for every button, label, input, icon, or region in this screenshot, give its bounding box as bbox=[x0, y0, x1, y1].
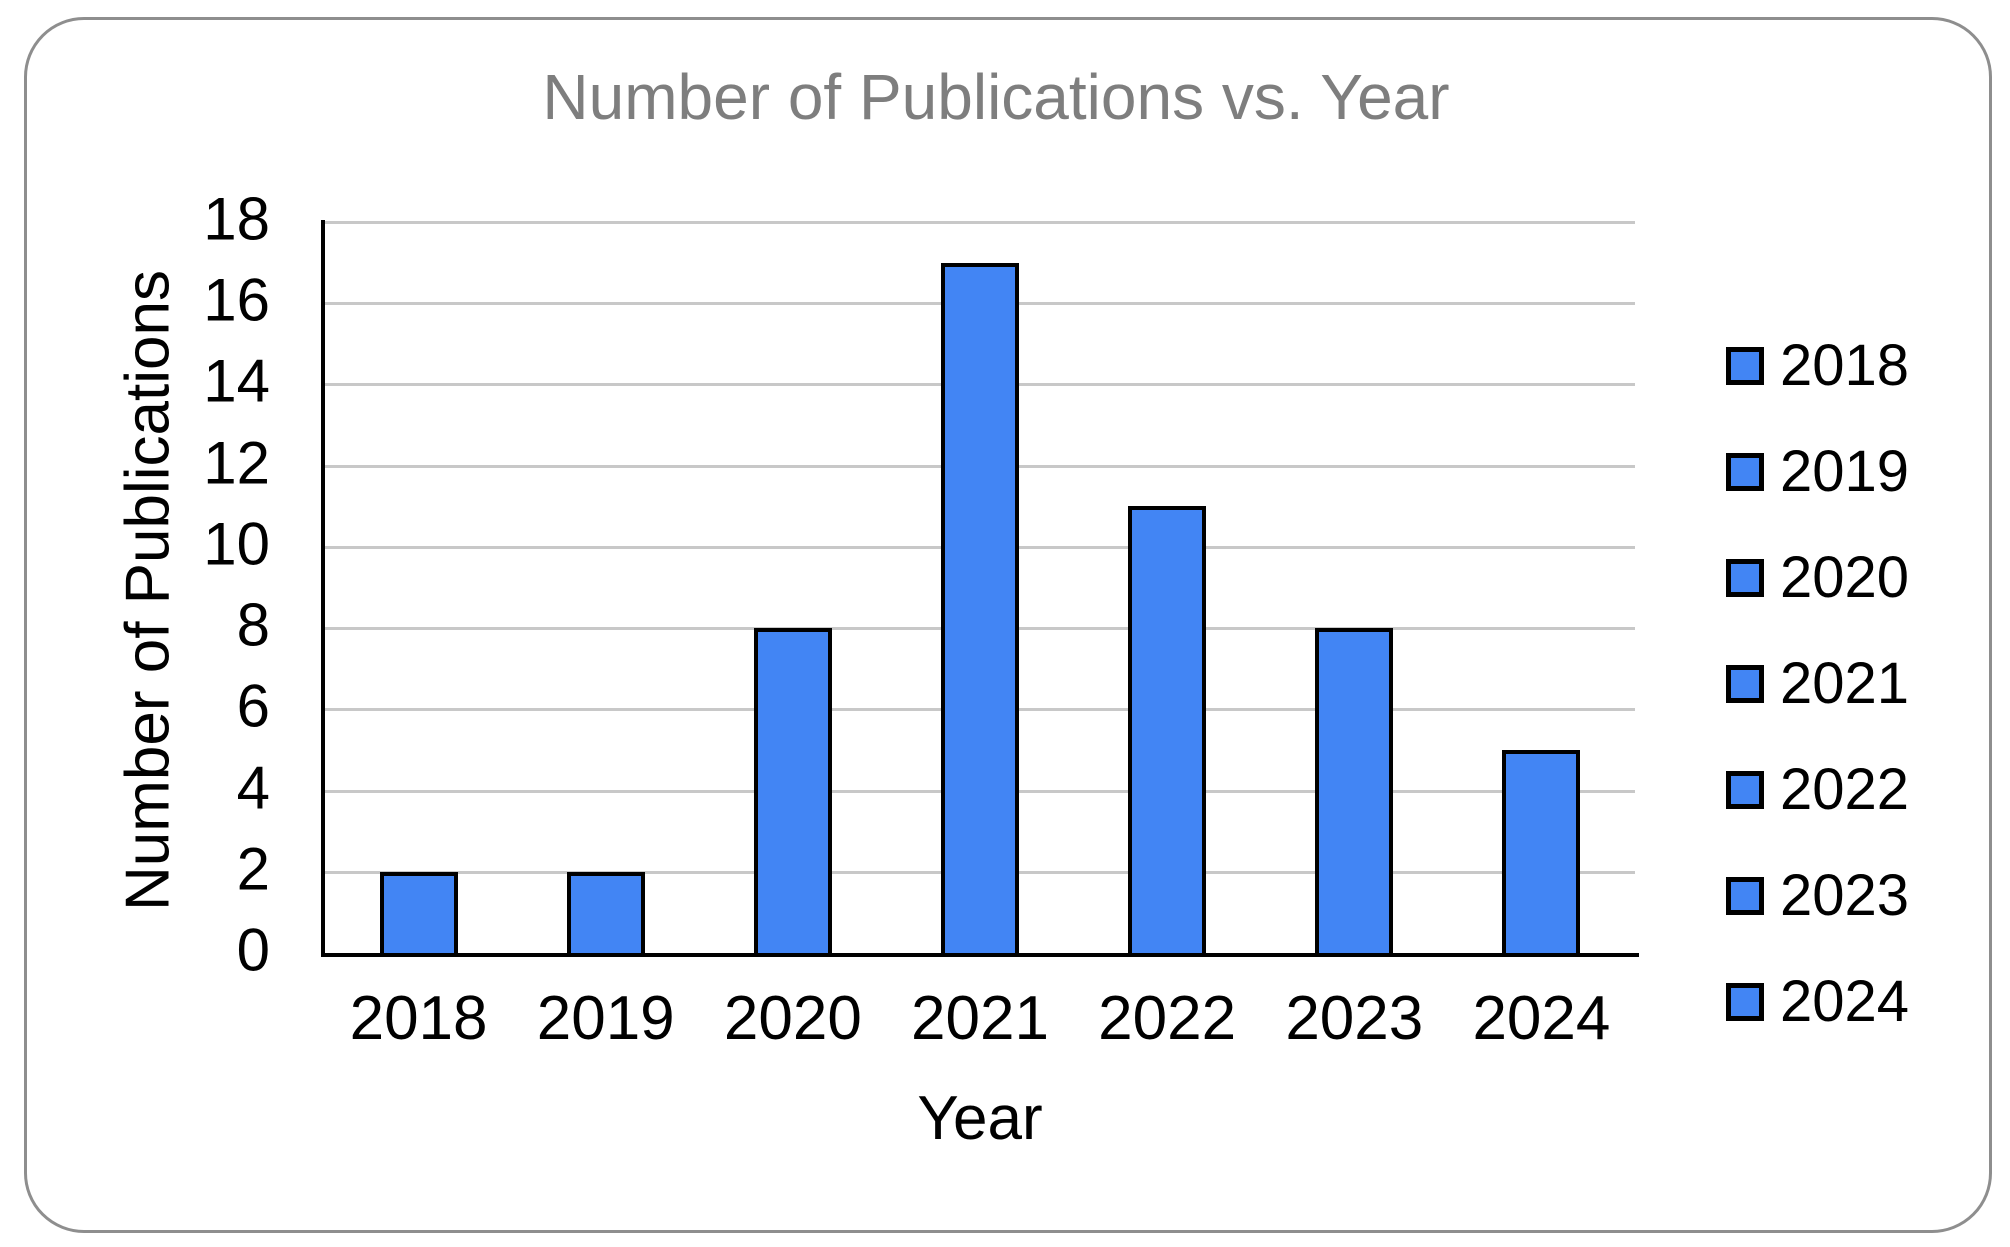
gridline bbox=[325, 221, 1635, 224]
y-tick-label: 6 bbox=[236, 672, 270, 740]
bar-2020 bbox=[753, 628, 832, 953]
figure-frame bbox=[24, 17, 1992, 1233]
bar-2024 bbox=[1502, 749, 1581, 953]
bar-2021 bbox=[941, 262, 1019, 953]
legend-label: 2019 bbox=[1780, 439, 1910, 504]
legend-label: 2020 bbox=[1780, 545, 1910, 610]
y-tick-label: 14 bbox=[203, 348, 270, 416]
legend-marker-icon bbox=[1726, 453, 1764, 491]
legend-item: 2022 bbox=[1726, 737, 1909, 843]
x-tick-label: 2021 bbox=[911, 984, 1049, 1053]
y-tick-label: 4 bbox=[236, 754, 270, 822]
legend-marker-icon bbox=[1726, 877, 1764, 915]
legend-marker-icon bbox=[1726, 665, 1764, 703]
legend-item: 2021 bbox=[1726, 631, 1909, 737]
y-tick-label: 2 bbox=[236, 835, 270, 903]
legend-marker-icon bbox=[1726, 771, 1764, 809]
legend-label: 2021 bbox=[1780, 651, 1910, 716]
chart-title: Number of Publications vs. Year bbox=[542, 61, 1450, 133]
x-tick-label: 2018 bbox=[349, 984, 488, 1053]
legend-label: 2022 bbox=[1780, 757, 1910, 822]
y-tick-label: 18 bbox=[203, 185, 270, 253]
legend: 2018 2019 2020 2021 2022 2023 2024 bbox=[1726, 313, 1909, 1055]
y-tick-label: 12 bbox=[203, 429, 270, 497]
bar-2023 bbox=[1315, 628, 1394, 953]
plot-area bbox=[325, 221, 1635, 953]
legend-marker-icon bbox=[1726, 983, 1764, 1021]
y-tick-label: 10 bbox=[203, 510, 270, 578]
x-axis-line bbox=[321, 953, 1639, 957]
legend-label: 2024 bbox=[1780, 969, 1910, 1034]
legend-label: 2018 bbox=[1780, 333, 1910, 398]
x-tick-label: 2024 bbox=[1472, 984, 1611, 1053]
y-tick-label: 8 bbox=[236, 591, 270, 659]
bar-2019 bbox=[566, 871, 645, 953]
bar-2022 bbox=[1128, 506, 1207, 953]
legend-item: 2024 bbox=[1726, 949, 1909, 1055]
y-tick-label: 16 bbox=[203, 266, 270, 334]
y-axis-line bbox=[321, 220, 325, 957]
legend-item: 2019 bbox=[1726, 419, 1909, 525]
x-tick-label: 2020 bbox=[723, 984, 862, 1053]
y-tick-label: 0 bbox=[236, 916, 270, 984]
legend-label: 2023 bbox=[1780, 863, 1910, 928]
legend-item: 2020 bbox=[1726, 525, 1909, 631]
x-tick-label: 2019 bbox=[536, 984, 675, 1053]
x-tick-label: 2022 bbox=[1098, 984, 1237, 1053]
legend-item: 2018 bbox=[1726, 313, 1909, 419]
legend-marker-icon bbox=[1726, 347, 1764, 385]
x-tick-label: 2023 bbox=[1285, 984, 1424, 1053]
bar-2018 bbox=[379, 871, 458, 953]
legend-item: 2023 bbox=[1726, 843, 1909, 949]
legend-marker-icon bbox=[1726, 559, 1764, 597]
x-axis-title: Year bbox=[917, 1084, 1043, 1153]
